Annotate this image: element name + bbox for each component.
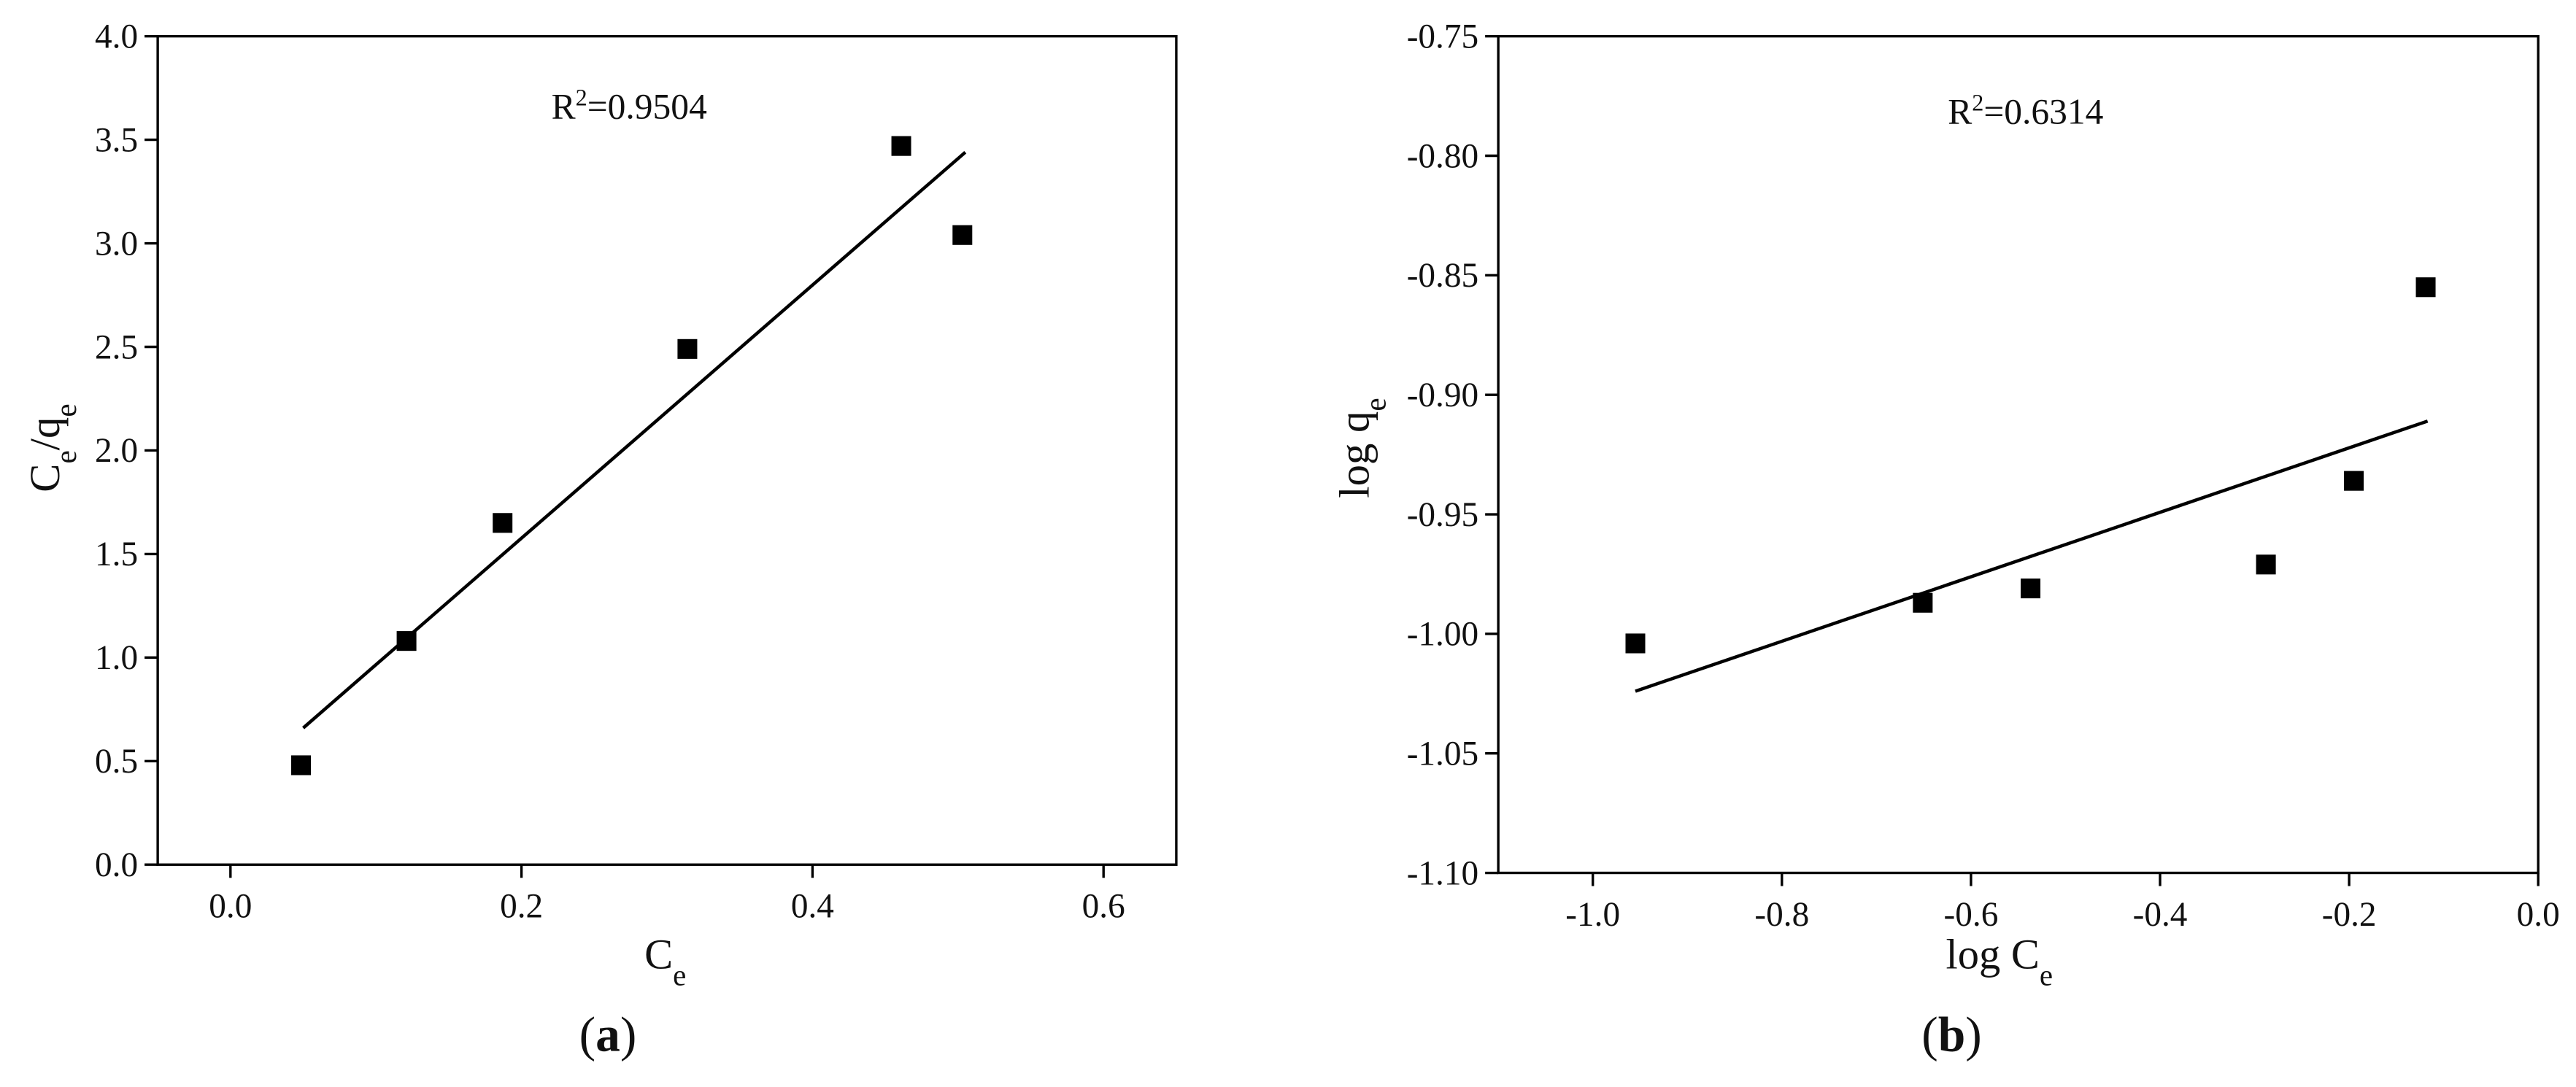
text-part: C — [21, 464, 69, 492]
y-tick-label: 3.5 — [95, 121, 138, 159]
text-part: ) — [1965, 1007, 1982, 1061]
x-tick-label: 0.6 — [1082, 887, 1125, 925]
x-tick-label: -0.6 — [1944, 896, 1999, 934]
text-part: =0.6314 — [1983, 91, 2103, 131]
text-part: =0.9504 — [587, 86, 707, 126]
y-tick-label: -0.90 — [1407, 376, 1478, 414]
y-tick-label: -0.80 — [1407, 137, 1478, 175]
y-tick-label: 0.5 — [95, 743, 138, 781]
text-part: b — [1938, 1007, 1966, 1061]
x-axis-label: log Ce — [1946, 930, 2053, 991]
text-part: R — [552, 86, 576, 126]
text-part: ( — [579, 1007, 595, 1061]
y-tick-label: 2.0 — [95, 432, 138, 470]
y-tick-label: 4.0 — [95, 18, 138, 55]
text-part: e — [1358, 398, 1392, 411]
y-tick-label: -0.75 — [1407, 18, 1478, 55]
y-tick-label: -1.00 — [1407, 616, 1478, 654]
y-tick-label: 3.0 — [95, 225, 138, 263]
x-tick-label: 0.0 — [2517, 896, 2560, 934]
x-tick-label: 0.0 — [209, 887, 252, 925]
fit-line — [1635, 419, 2429, 693]
y-axis-label: Ce/qe — [21, 403, 82, 492]
y-tick-label: 1.0 — [95, 639, 138, 677]
text-part: R — [1948, 91, 1972, 131]
marker — [677, 339, 698, 359]
plot-frame — [1497, 34, 2540, 875]
y-tick-label: 1.5 — [95, 535, 138, 573]
y-axis-label: log qe — [1330, 398, 1392, 498]
x-tick-label: -0.8 — [1754, 896, 1809, 934]
panel-label: (a) — [579, 1007, 637, 1061]
x-tick-label: 0.4 — [791, 887, 834, 925]
text-part: e — [673, 958, 686, 991]
marker — [493, 513, 513, 533]
annotation: R2=0.6314 — [1948, 89, 2103, 131]
x-tick-label: -0.2 — [2322, 896, 2377, 934]
text-part: e — [49, 403, 82, 417]
y-tick-label: -1.10 — [1407, 854, 1478, 892]
text-part: log q — [1330, 411, 1378, 498]
text-part: /q — [21, 417, 69, 451]
text-part: ( — [1921, 1007, 1937, 1061]
text-part: a — [595, 1007, 620, 1061]
x-tick-label: 0.2 — [500, 887, 543, 925]
text-part: e — [49, 450, 82, 463]
marker — [952, 225, 973, 245]
marker — [2021, 579, 2041, 599]
marker — [1913, 592, 1933, 613]
text-part: 2 — [576, 84, 587, 110]
panel-label: (b) — [1921, 1007, 1982, 1061]
text-part: log C — [1946, 930, 2039, 978]
y-tick-label: 0.0 — [95, 846, 138, 884]
marker — [2415, 277, 2436, 298]
marker — [1625, 633, 1646, 654]
annotation: R2=0.9504 — [552, 84, 707, 126]
y-tick-label: -0.85 — [1407, 257, 1478, 295]
x-axis-label: Ce — [644, 930, 686, 991]
marker — [2256, 554, 2276, 575]
x-tick-label: -1.0 — [1565, 896, 1620, 934]
y-tick-label: 2.5 — [95, 328, 138, 366]
text-part: e — [2040, 958, 2053, 991]
marker — [396, 631, 417, 651]
plot-frame — [156, 34, 1178, 866]
y-tick-label: -0.95 — [1407, 496, 1478, 534]
text-part: 2 — [1972, 89, 1983, 115]
marker — [891, 136, 911, 156]
marker — [2344, 471, 2364, 491]
y-tick-label: -1.05 — [1407, 735, 1478, 773]
x-tick-label: -0.4 — [2133, 896, 2188, 934]
text-part: ) — [620, 1007, 636, 1061]
marker — [291, 755, 312, 775]
text-part: C — [644, 930, 673, 978]
